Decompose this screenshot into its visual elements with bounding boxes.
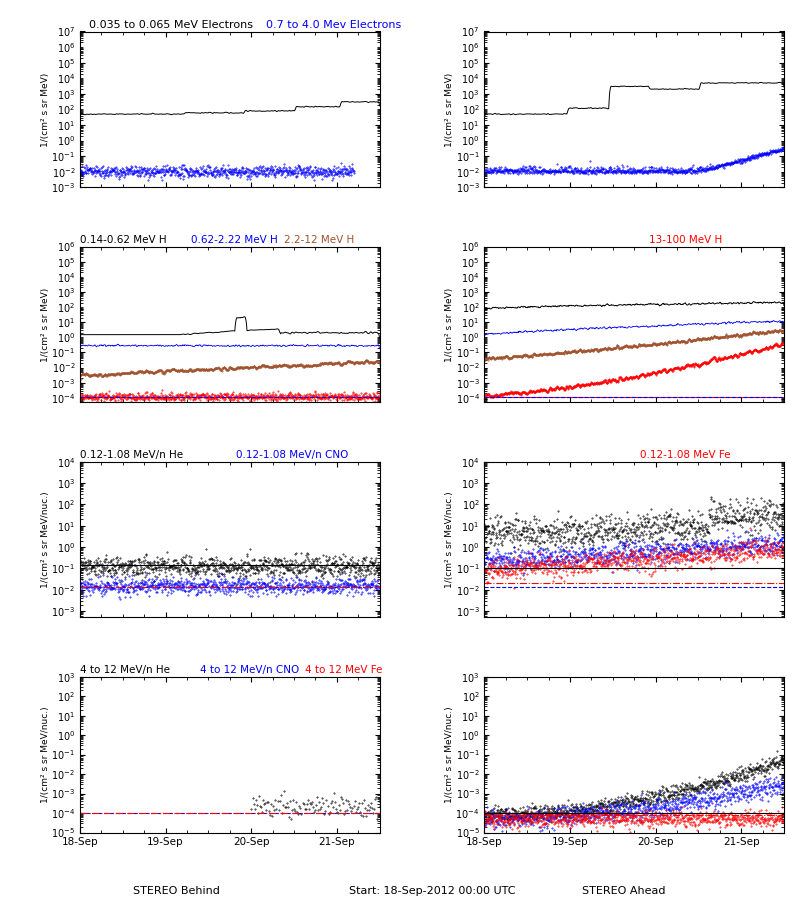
Y-axis label: 1/(cm² s sr MeV): 1/(cm² s sr MeV) (41, 287, 50, 362)
Text: 4 to 12 MeV/n CNO: 4 to 12 MeV/n CNO (200, 665, 299, 675)
Text: 0.12-1.08 MeV/n He: 0.12-1.08 MeV/n He (80, 450, 183, 460)
Text: 0.035 to 0.065 MeV Electrons: 0.035 to 0.065 MeV Electrons (89, 20, 253, 30)
Text: STEREO Behind: STEREO Behind (133, 886, 219, 896)
Y-axis label: 1/(cm² s sr MeV): 1/(cm² s sr MeV) (445, 287, 454, 362)
Y-axis label: 1/(cm² s sr MeV/nuc.): 1/(cm² s sr MeV/nuc.) (445, 491, 454, 588)
Y-axis label: 1/(cm² s sr MeV/nuc.): 1/(cm² s sr MeV/nuc.) (445, 706, 454, 803)
Text: 0.7 to 4.0 Mev Electrons: 0.7 to 4.0 Mev Electrons (266, 20, 401, 30)
Text: STEREO Ahead: STEREO Ahead (582, 886, 666, 896)
Y-axis label: 1/(cm² s sr MeV/nuc.): 1/(cm² s sr MeV/nuc.) (41, 491, 50, 588)
Text: 0.62-2.22 MeV H: 0.62-2.22 MeV H (191, 235, 278, 245)
Text: 0.12-1.08 MeV Fe: 0.12-1.08 MeV Fe (640, 450, 730, 460)
Text: 0.12-1.08 MeV/n CNO: 0.12-1.08 MeV/n CNO (236, 450, 348, 460)
Y-axis label: 1/(cm² s sr MeV): 1/(cm² s sr MeV) (445, 72, 454, 147)
Text: 13-100 MeV H: 13-100 MeV H (649, 235, 722, 245)
Y-axis label: 1/(cm² s sr MeV/nuc.): 1/(cm² s sr MeV/nuc.) (41, 706, 50, 803)
Text: 4 to 12 MeV Fe: 4 to 12 MeV Fe (305, 665, 382, 675)
Text: 2.2-12 MeV H: 2.2-12 MeV H (284, 235, 354, 245)
Text: 4 to 12 MeV/n He: 4 to 12 MeV/n He (80, 665, 170, 675)
Text: Start: 18-Sep-2012 00:00 UTC: Start: 18-Sep-2012 00:00 UTC (349, 886, 515, 896)
Y-axis label: 1/(cm² s sr MeV): 1/(cm² s sr MeV) (41, 72, 50, 147)
Text: 0.14-0.62 MeV H: 0.14-0.62 MeV H (80, 235, 166, 245)
